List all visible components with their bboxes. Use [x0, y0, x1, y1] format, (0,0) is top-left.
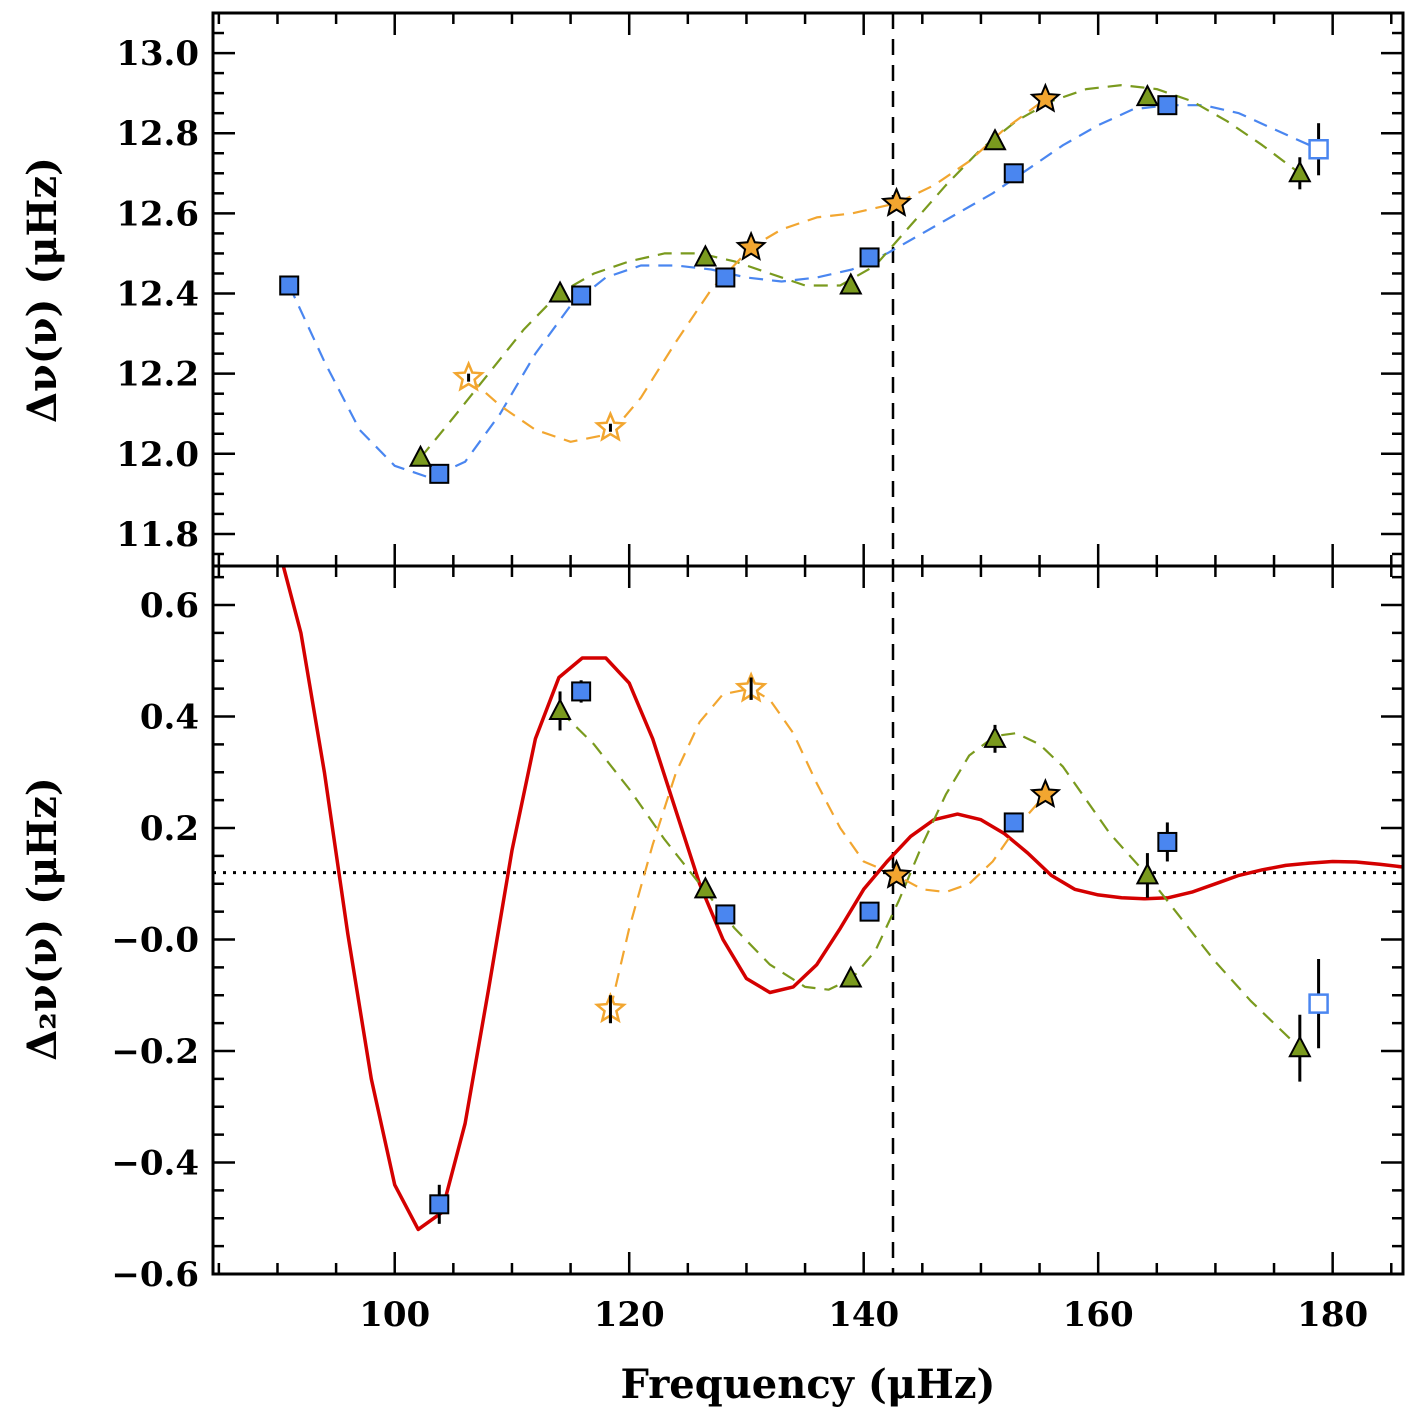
point-triangles: [983, 128, 1007, 151]
y-tick-label: 11.8: [116, 515, 199, 555]
point-triangles: [1288, 160, 1312, 183]
x-tick-label: 140: [828, 1295, 899, 1335]
y-tick-label: 0.4: [140, 698, 199, 738]
point-squares: [859, 247, 880, 268]
point-squares-open: [1308, 138, 1329, 160]
point-squares: [859, 901, 880, 922]
point-squares: [429, 463, 450, 484]
y-tick-label: −0.0: [111, 921, 199, 961]
y-tick-label: 12.8: [116, 114, 199, 154]
point-squares: [1157, 95, 1178, 116]
point-triangles: [1288, 1035, 1312, 1058]
curve-star-fit: [609, 687, 1047, 1010]
bottom-y-axis-title: Δ₂ν(ν) (μHz): [19, 777, 66, 1060]
point-squares: [571, 285, 592, 306]
point-squares-open: [1308, 993, 1329, 1014]
point-triangles: [839, 965, 863, 988]
curve-square-fit: [288, 104, 1320, 479]
y-tick-label: 12.0: [116, 435, 199, 475]
y-tick-label: −0.4: [111, 1144, 199, 1184]
y-tick-label: 0.2: [140, 809, 199, 849]
point-triangles: [408, 444, 433, 467]
point-triangles: [1135, 84, 1160, 107]
point-stars-filled: [880, 186, 913, 217]
point-stars-filled: [735, 230, 767, 261]
point-squares: [1003, 163, 1024, 184]
x-tick-label: 120: [594, 1295, 665, 1335]
y-tick-label: −0.6: [111, 1255, 199, 1295]
y-tick-label: 12.4: [116, 275, 199, 315]
plot-frame: [211, 11, 1405, 568]
point-triangles: [1135, 862, 1160, 885]
point-stars-filled: [1029, 777, 1062, 808]
point-squares: [715, 904, 736, 925]
point-triangles: [983, 725, 1007, 748]
point-squares: [279, 275, 300, 296]
y-tick-label: 12.6: [116, 194, 199, 234]
curve-triangle-fit: [419, 83, 1301, 459]
point-stars-filled: [880, 858, 913, 889]
curve-triangle-fit: [559, 710, 1301, 1049]
point-squares: [715, 267, 736, 288]
point-triangles: [548, 280, 572, 303]
x-axis-title: Frequency (μHz): [621, 1361, 996, 1408]
point-squares: [429, 1194, 450, 1215]
point-stars-filled: [1029, 82, 1062, 113]
curve-star-fit: [467, 98, 1047, 443]
point-squares: [571, 681, 592, 702]
y-tick-label: 13.0: [116, 34, 199, 74]
bottom-panel-second-difference: 100 120 140 160 180 −0.6 −0.4 −0.2 −0.0 0.2 0.4 0.6: [111, 564, 1405, 1335]
point-squares: [1003, 812, 1024, 833]
point-triangles: [548, 697, 572, 720]
x-tick-label: 160: [1063, 1295, 1134, 1335]
point-squares: [1157, 831, 1178, 852]
y-tick-label: 12.2: [116, 355, 199, 395]
x-tick-label: 180: [1297, 1295, 1368, 1335]
top-panel-large-separation: 11.8 12.0 12.2 12.4 12.6 12.8 13.0: [116, 11, 1405, 568]
point-triangles: [693, 244, 718, 267]
y-tick-label: −0.2: [111, 1032, 199, 1072]
x-tick-label: 100: [359, 1295, 430, 1335]
point-triangles: [839, 272, 863, 295]
curve-oscillation-model: [281, 565, 1404, 1232]
point-triangles: [693, 876, 718, 899]
y-tick-label: 0.6: [140, 586, 199, 626]
plot-frame: [211, 564, 1405, 1276]
top-y-axis-title: Δν(ν) (μHz): [19, 157, 66, 423]
